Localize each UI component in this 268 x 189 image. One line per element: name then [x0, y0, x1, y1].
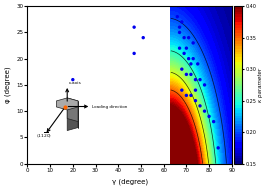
Point — [132, 52, 136, 55]
Y-axis label: κ parameter: κ parameter — [258, 68, 263, 102]
Point — [193, 89, 198, 92]
Point — [216, 146, 220, 149]
Point — [184, 94, 188, 97]
Point — [177, 47, 182, 50]
Point — [193, 78, 198, 81]
Point — [180, 68, 184, 71]
Point — [196, 62, 200, 65]
Point — [198, 104, 202, 107]
Point — [182, 52, 186, 55]
Point — [187, 57, 191, 60]
Point — [177, 26, 182, 29]
Point — [71, 78, 75, 81]
Bar — [27, 6, 170, 164]
Point — [202, 110, 207, 113]
Point — [184, 47, 188, 50]
Point — [207, 115, 211, 118]
Point — [187, 36, 191, 39]
Point — [202, 83, 207, 86]
Point — [189, 62, 193, 65]
Point — [180, 20, 184, 23]
Point — [191, 57, 195, 60]
Point — [177, 31, 182, 34]
Point — [180, 89, 184, 92]
Point — [191, 41, 195, 44]
Point — [193, 99, 198, 102]
Point — [184, 73, 188, 76]
Point — [189, 73, 193, 76]
Point — [182, 36, 186, 39]
Point — [198, 78, 202, 81]
Point — [132, 26, 136, 29]
X-axis label: γ (degree): γ (degree) — [111, 178, 148, 185]
Point — [189, 94, 193, 97]
Point — [175, 15, 180, 18]
Y-axis label: φ (degree): φ (degree) — [4, 67, 11, 103]
Point — [141, 36, 145, 39]
Point — [211, 120, 216, 123]
